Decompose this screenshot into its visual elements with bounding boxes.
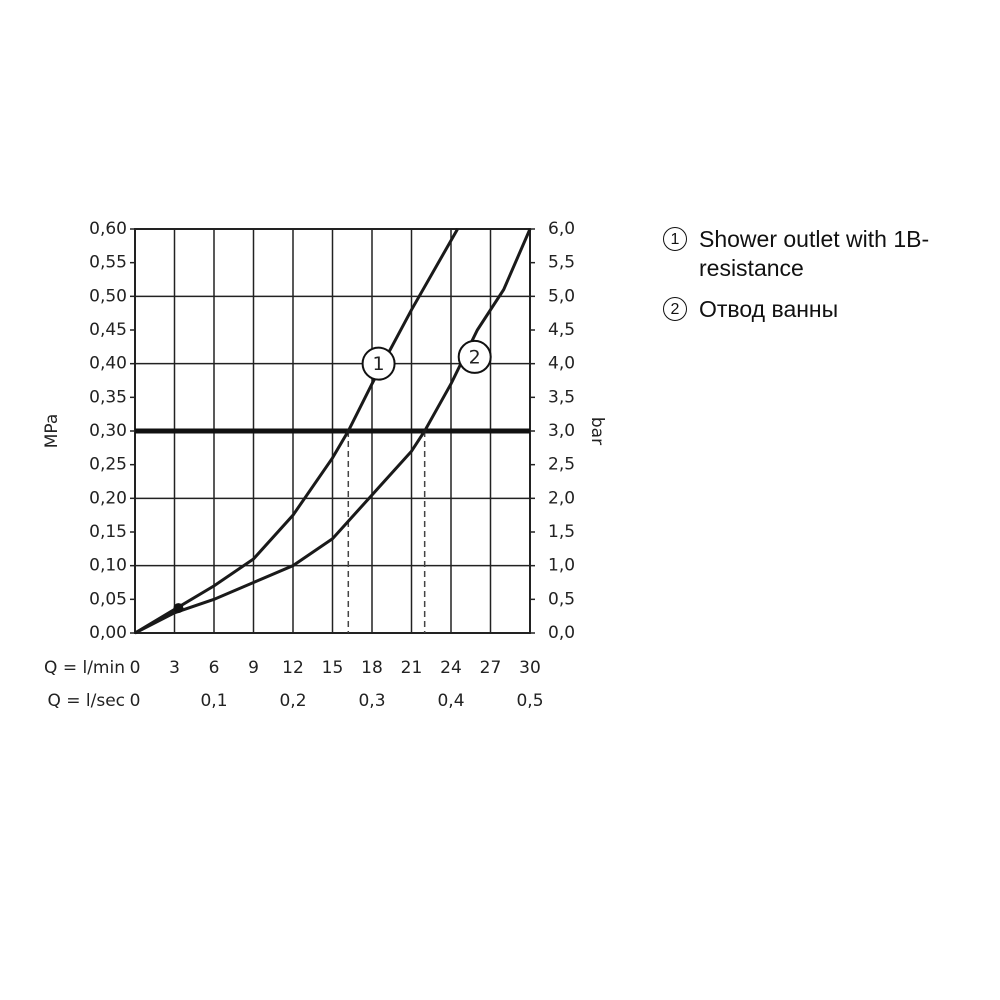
y-tick-label: 0,05 (89, 589, 127, 609)
y-tick-label: 0,15 (89, 522, 127, 542)
y-tick-label: 0,30 (89, 421, 127, 441)
x2-tick-label: 0,5 (516, 691, 543, 711)
x2-tick-label: 0,3 (358, 691, 385, 711)
x2-tick-label: 0,2 (279, 691, 306, 711)
y2-tick-label: 3,5 (548, 387, 575, 407)
x-tick-label: 15 (322, 658, 344, 678)
marker (173, 603, 184, 614)
y-tick-label: 0,10 (89, 556, 127, 576)
x-tick-label: 12 (282, 658, 304, 678)
y-tick-label: 0,00 (89, 623, 127, 643)
x-tick-label: 3 (169, 658, 180, 678)
legend-number: 2 (663, 297, 687, 321)
y-tick-label: 0,50 (89, 286, 127, 306)
y2-tick-label: 5,5 (548, 253, 575, 273)
y-tick-label: 0,55 (89, 253, 127, 273)
y2-tick-label: 2,5 (548, 455, 575, 475)
series-line (134, 228, 459, 635)
curve-label-circle (361, 346, 396, 381)
x-tick-label: 21 (401, 658, 423, 678)
x-tick-label: 0 (130, 658, 141, 678)
curve-label: 1 (373, 353, 385, 375)
legend-number: 1 (663, 227, 687, 251)
y2-tick-label: 0,5 (548, 589, 575, 609)
x-tick-label: 9 (248, 658, 259, 678)
y2-axis-label: bar (587, 417, 607, 445)
x-tick-label: 18 (361, 658, 383, 678)
x2-tick-label: 0,4 (437, 691, 464, 711)
x2-axis-label: Q = l/sec (47, 691, 125, 711)
y2-tick-label: 6,0 (548, 219, 575, 239)
x-tick-label: 30 (519, 658, 541, 678)
legend-item: 2 Отвод ванны (663, 295, 973, 324)
y2-tick-label: 3,0 (548, 421, 575, 441)
y-tick-label: 0,25 (89, 455, 127, 475)
x2-tick-label: 0,1 (200, 691, 227, 711)
y2-tick-label: 4,0 (548, 354, 575, 374)
x-tick-label: 24 (440, 658, 462, 678)
x2-tick-label: 0 (130, 691, 141, 711)
y-tick-label: 0,35 (89, 387, 127, 407)
y2-tick-label: 2,0 (548, 488, 575, 508)
y2-tick-label: 1,5 (548, 522, 575, 542)
y2-tick-label: 1,0 (548, 556, 575, 576)
legend-text: Отвод ванны (699, 296, 839, 322)
y2-tick-label: 4,5 (548, 320, 575, 340)
y-tick-label: 0,20 (89, 488, 127, 508)
y-axis-label: MPa (42, 414, 62, 449)
x-axis-label: Q = l/min (44, 658, 125, 678)
legend: 1 Shower outlet with 1B-resistance 2 Отвод … (663, 225, 973, 336)
series-line (134, 228, 532, 635)
x-tick-label: 6 (209, 658, 220, 678)
y-tick-label: 0,45 (89, 320, 127, 340)
legend-item: 1 Shower outlet with 1B-resistance (663, 225, 973, 283)
y-tick-label: 0,40 (89, 354, 127, 374)
x-tick-label: 27 (480, 658, 502, 678)
curve-label: 2 (469, 346, 481, 368)
y2-tick-label: 0,0 (548, 623, 575, 643)
y-tick-label: 0,60 (89, 219, 127, 239)
legend-text: Shower outlet with 1B-resistance (699, 226, 930, 281)
chart: Q = l/min Q = l/sec MPa bar 0,000,050,10… (42, 219, 607, 711)
curve-label-circle (457, 339, 492, 374)
y2-tick-label: 5,0 (548, 286, 575, 306)
